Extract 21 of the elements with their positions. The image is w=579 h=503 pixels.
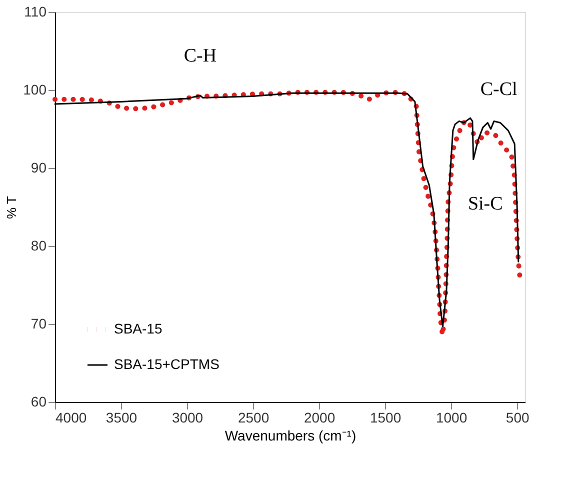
x-tick-label: 3500 [106,410,138,426]
x-tick-label: 500 [506,410,530,426]
x-tick-label: 3000 [172,410,204,426]
annotation: Si-C [468,193,503,214]
y-axis-title: % T [4,196,20,219]
y-tick-label: 90 [30,160,47,176]
x-tick-label: 1500 [370,410,402,426]
x-tick-label: 2000 [304,410,336,426]
y-tick-label: 60 [30,394,47,410]
legend-label: SBA-15+CPTMS [114,356,220,372]
x-tick-label: 4000 [56,410,87,426]
annotation: C-H [184,45,217,66]
x-tick-label: 2500 [238,410,270,426]
x-axis-title: Wavenumbers (cm⁻¹) [224,428,356,444]
x-tick-label: 1000 [436,410,468,426]
y-tick-label: 110 [24,4,47,20]
y-tick-label: 80 [30,238,47,254]
y-tick-label: 100 [23,82,47,98]
y-tick-label: 70 [30,316,47,332]
legend-label: SBA-15 [114,320,162,336]
annotation: C-Cl [480,79,518,100]
